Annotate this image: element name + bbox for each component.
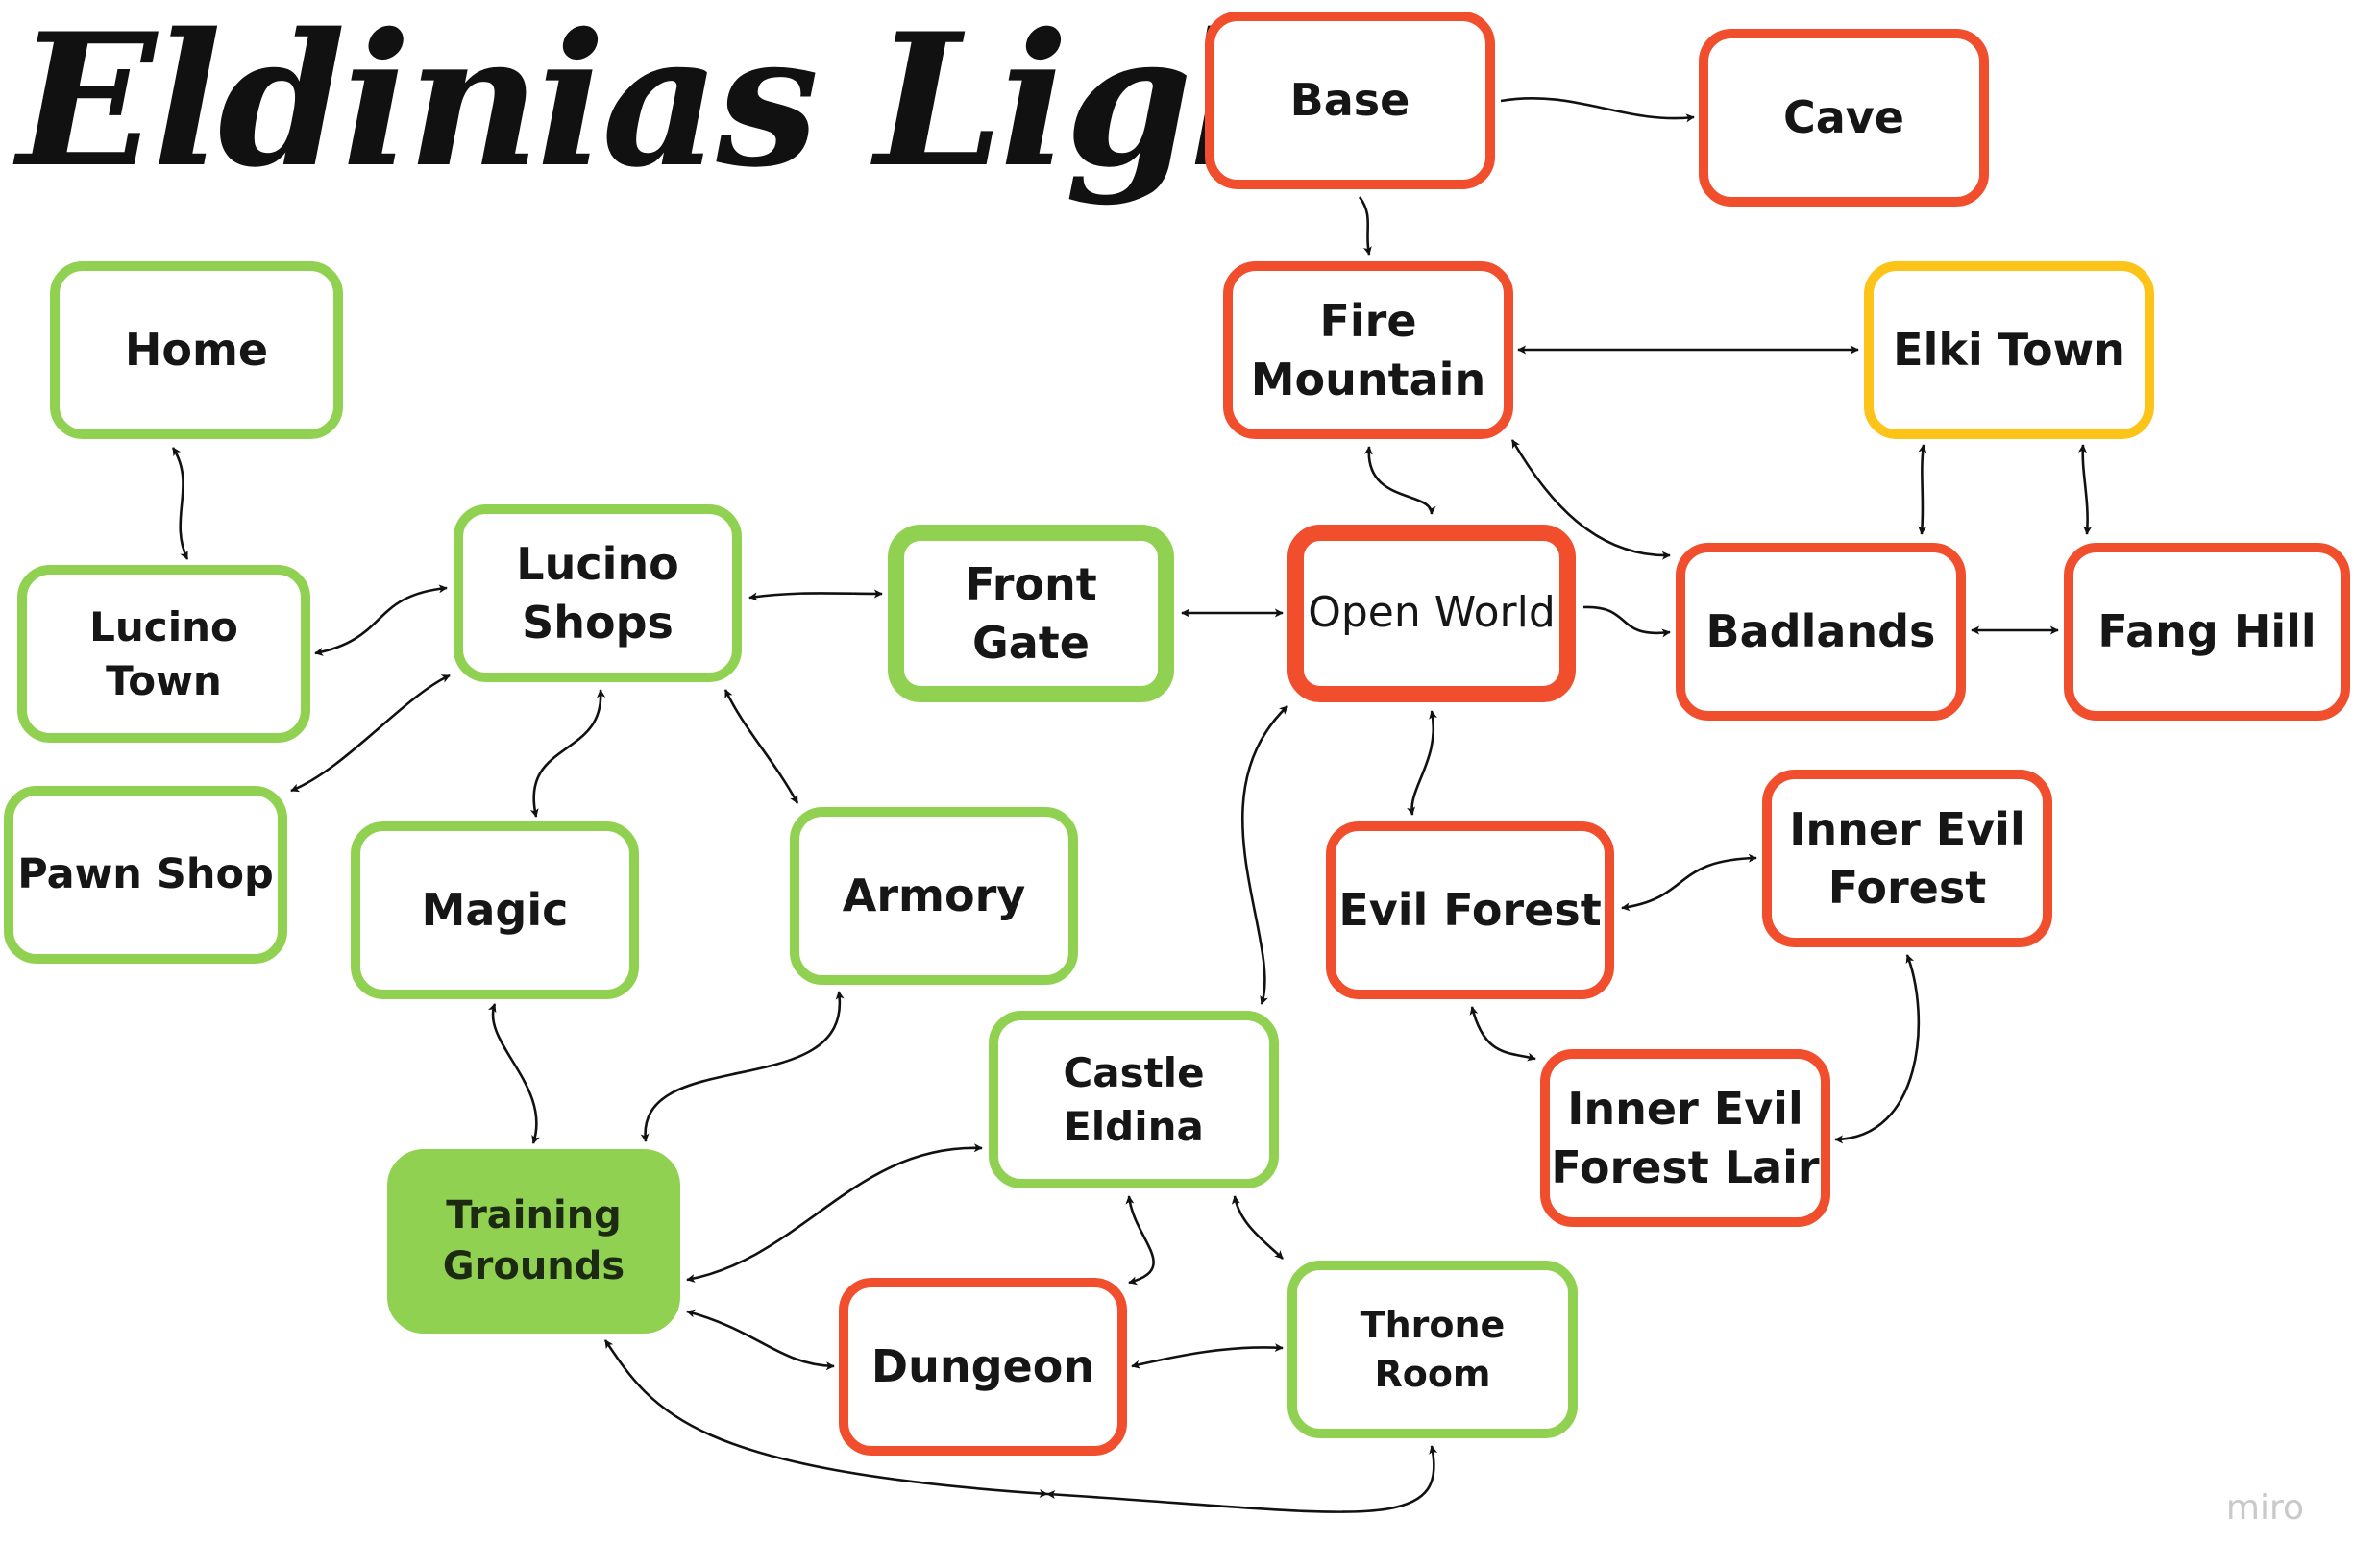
node-label: Elki Town xyxy=(1893,324,2125,377)
edge-fire-mountain-elki-town xyxy=(2077,444,2093,535)
edge-lucino-town-lucino-shops xyxy=(314,584,448,656)
edge-castle-eldina-dungeon xyxy=(1046,1445,1438,1513)
node-dungeon[interactable]: Dungeon xyxy=(839,1278,1127,1456)
node-home[interactable]: Home xyxy=(50,261,343,439)
node-lucino-shops[interactable]: Lucino Shops xyxy=(454,504,742,682)
node-label: Front Gate xyxy=(965,557,1097,669)
edge-badlands-elki-town xyxy=(1510,439,1671,560)
node-fire-mountain[interactable]: Fire Mountain xyxy=(1223,261,1513,439)
node-armory[interactable]: Armory xyxy=(790,807,1078,985)
edge-lucino-shops-magic xyxy=(529,689,606,818)
edge-training-grounds-dungeon xyxy=(686,1309,835,1371)
node-magic[interactable]: Magic xyxy=(351,821,639,999)
node-lucino-town[interactable]: Lucino Town xyxy=(17,565,310,743)
edge-open-world-evil-forest xyxy=(1240,705,1288,1005)
node-evil-forest[interactable]: Evil Forest xyxy=(1326,821,1614,999)
node-inner-evil-forest-lair[interactable]: Inner Evil Forest Lair xyxy=(1540,1049,1830,1227)
node-label: Training Grounds xyxy=(442,1193,625,1288)
node-label: Armory xyxy=(842,870,1026,922)
node-inner-evil-forest[interactable]: Inner Evil Forest xyxy=(1762,770,2052,947)
node-pawn-shop[interactable]: Pawn Shop xyxy=(4,786,287,964)
node-front-gate[interactable]: Front Gate xyxy=(888,525,1174,702)
node-label: Dungeon xyxy=(870,1340,1095,1393)
edge-open-world-fire-mountain xyxy=(1582,605,1671,638)
node-fang-hill[interactable]: Fang Hill xyxy=(2064,543,2350,721)
edge-open-world-badlands xyxy=(1407,710,1437,816)
edge-training-grounds-castle-eldina xyxy=(686,1143,983,1283)
edge-evil-forest-inner-evil-forest-lair xyxy=(1621,853,1757,912)
node-cave[interactable]: Cave xyxy=(1699,29,1989,207)
node-elki-town[interactable]: Elki Town xyxy=(1864,261,2154,439)
miro-watermark: miro xyxy=(2225,1488,2304,1528)
edge-evil-forest-inner-evil-forest xyxy=(1363,446,1436,515)
node-training-grounds[interactable]: Training Grounds xyxy=(387,1149,680,1334)
node-label: Throne Room xyxy=(1360,1304,1506,1395)
node-open-world[interactable]: Open World xyxy=(1287,525,1576,702)
node-label: Inner Evil Forest xyxy=(1789,802,2025,914)
node-label: Fire Mountain xyxy=(1250,294,1486,405)
edge-castle-eldina-throne-room xyxy=(1125,1195,1155,1286)
node-label: Castle Eldina xyxy=(1063,1049,1205,1150)
edge-cave-fire-mountain xyxy=(1358,196,1372,256)
node-badlands[interactable]: Badlands xyxy=(1676,543,1966,721)
edge-dungeon-throne-room xyxy=(1231,1195,1284,1260)
edge-lucino-shops-armory xyxy=(723,689,799,804)
edge-home-lucino-town xyxy=(171,447,189,560)
node-label: Lucino Town xyxy=(89,603,238,704)
node-label: Inner Evil Forest Lair xyxy=(1551,1082,1820,1193)
node-label: Cave xyxy=(1783,91,1904,144)
edge-inner-evil-forest-inner-evil-forest-lair xyxy=(1469,1006,1536,1062)
node-label: Lucino Shops xyxy=(516,537,679,649)
node-throne-room[interactable]: Throne Room xyxy=(1287,1261,1578,1438)
node-label: Fang Hill xyxy=(2097,605,2317,658)
edge-armory-training-grounds xyxy=(640,991,845,1142)
edge-fang-hill-elki-town xyxy=(1918,444,1927,535)
node-label: Home xyxy=(124,324,269,377)
edge-training-grounds-throne-room xyxy=(603,1339,1048,1498)
node-label: Pawn Shop xyxy=(17,850,274,899)
node-castle-eldina[interactable]: Castle Eldina xyxy=(989,1011,1279,1188)
diagram-title: Eldinias Light xyxy=(17,0,1402,208)
edge-castle-eldina-open-world xyxy=(1131,1343,1284,1369)
edge-badlands-fang-hill xyxy=(1834,954,1921,1144)
edge-pawn-shop-lucino-shops xyxy=(290,674,451,793)
node-label: Badlands xyxy=(1705,605,1936,658)
node-label: Magic xyxy=(421,884,569,937)
node-label: Base xyxy=(1289,74,1410,127)
node-label: Open World xyxy=(1308,588,1556,638)
edge-magic-training-grounds xyxy=(487,1003,540,1144)
edge-base-fire-mountain xyxy=(1500,96,1695,123)
connections xyxy=(171,96,2093,1513)
edge-lucino-shops-front-gate xyxy=(748,589,883,601)
node-label: Evil Forest xyxy=(1338,884,1602,937)
node-base[interactable]: Base xyxy=(1205,12,1495,189)
